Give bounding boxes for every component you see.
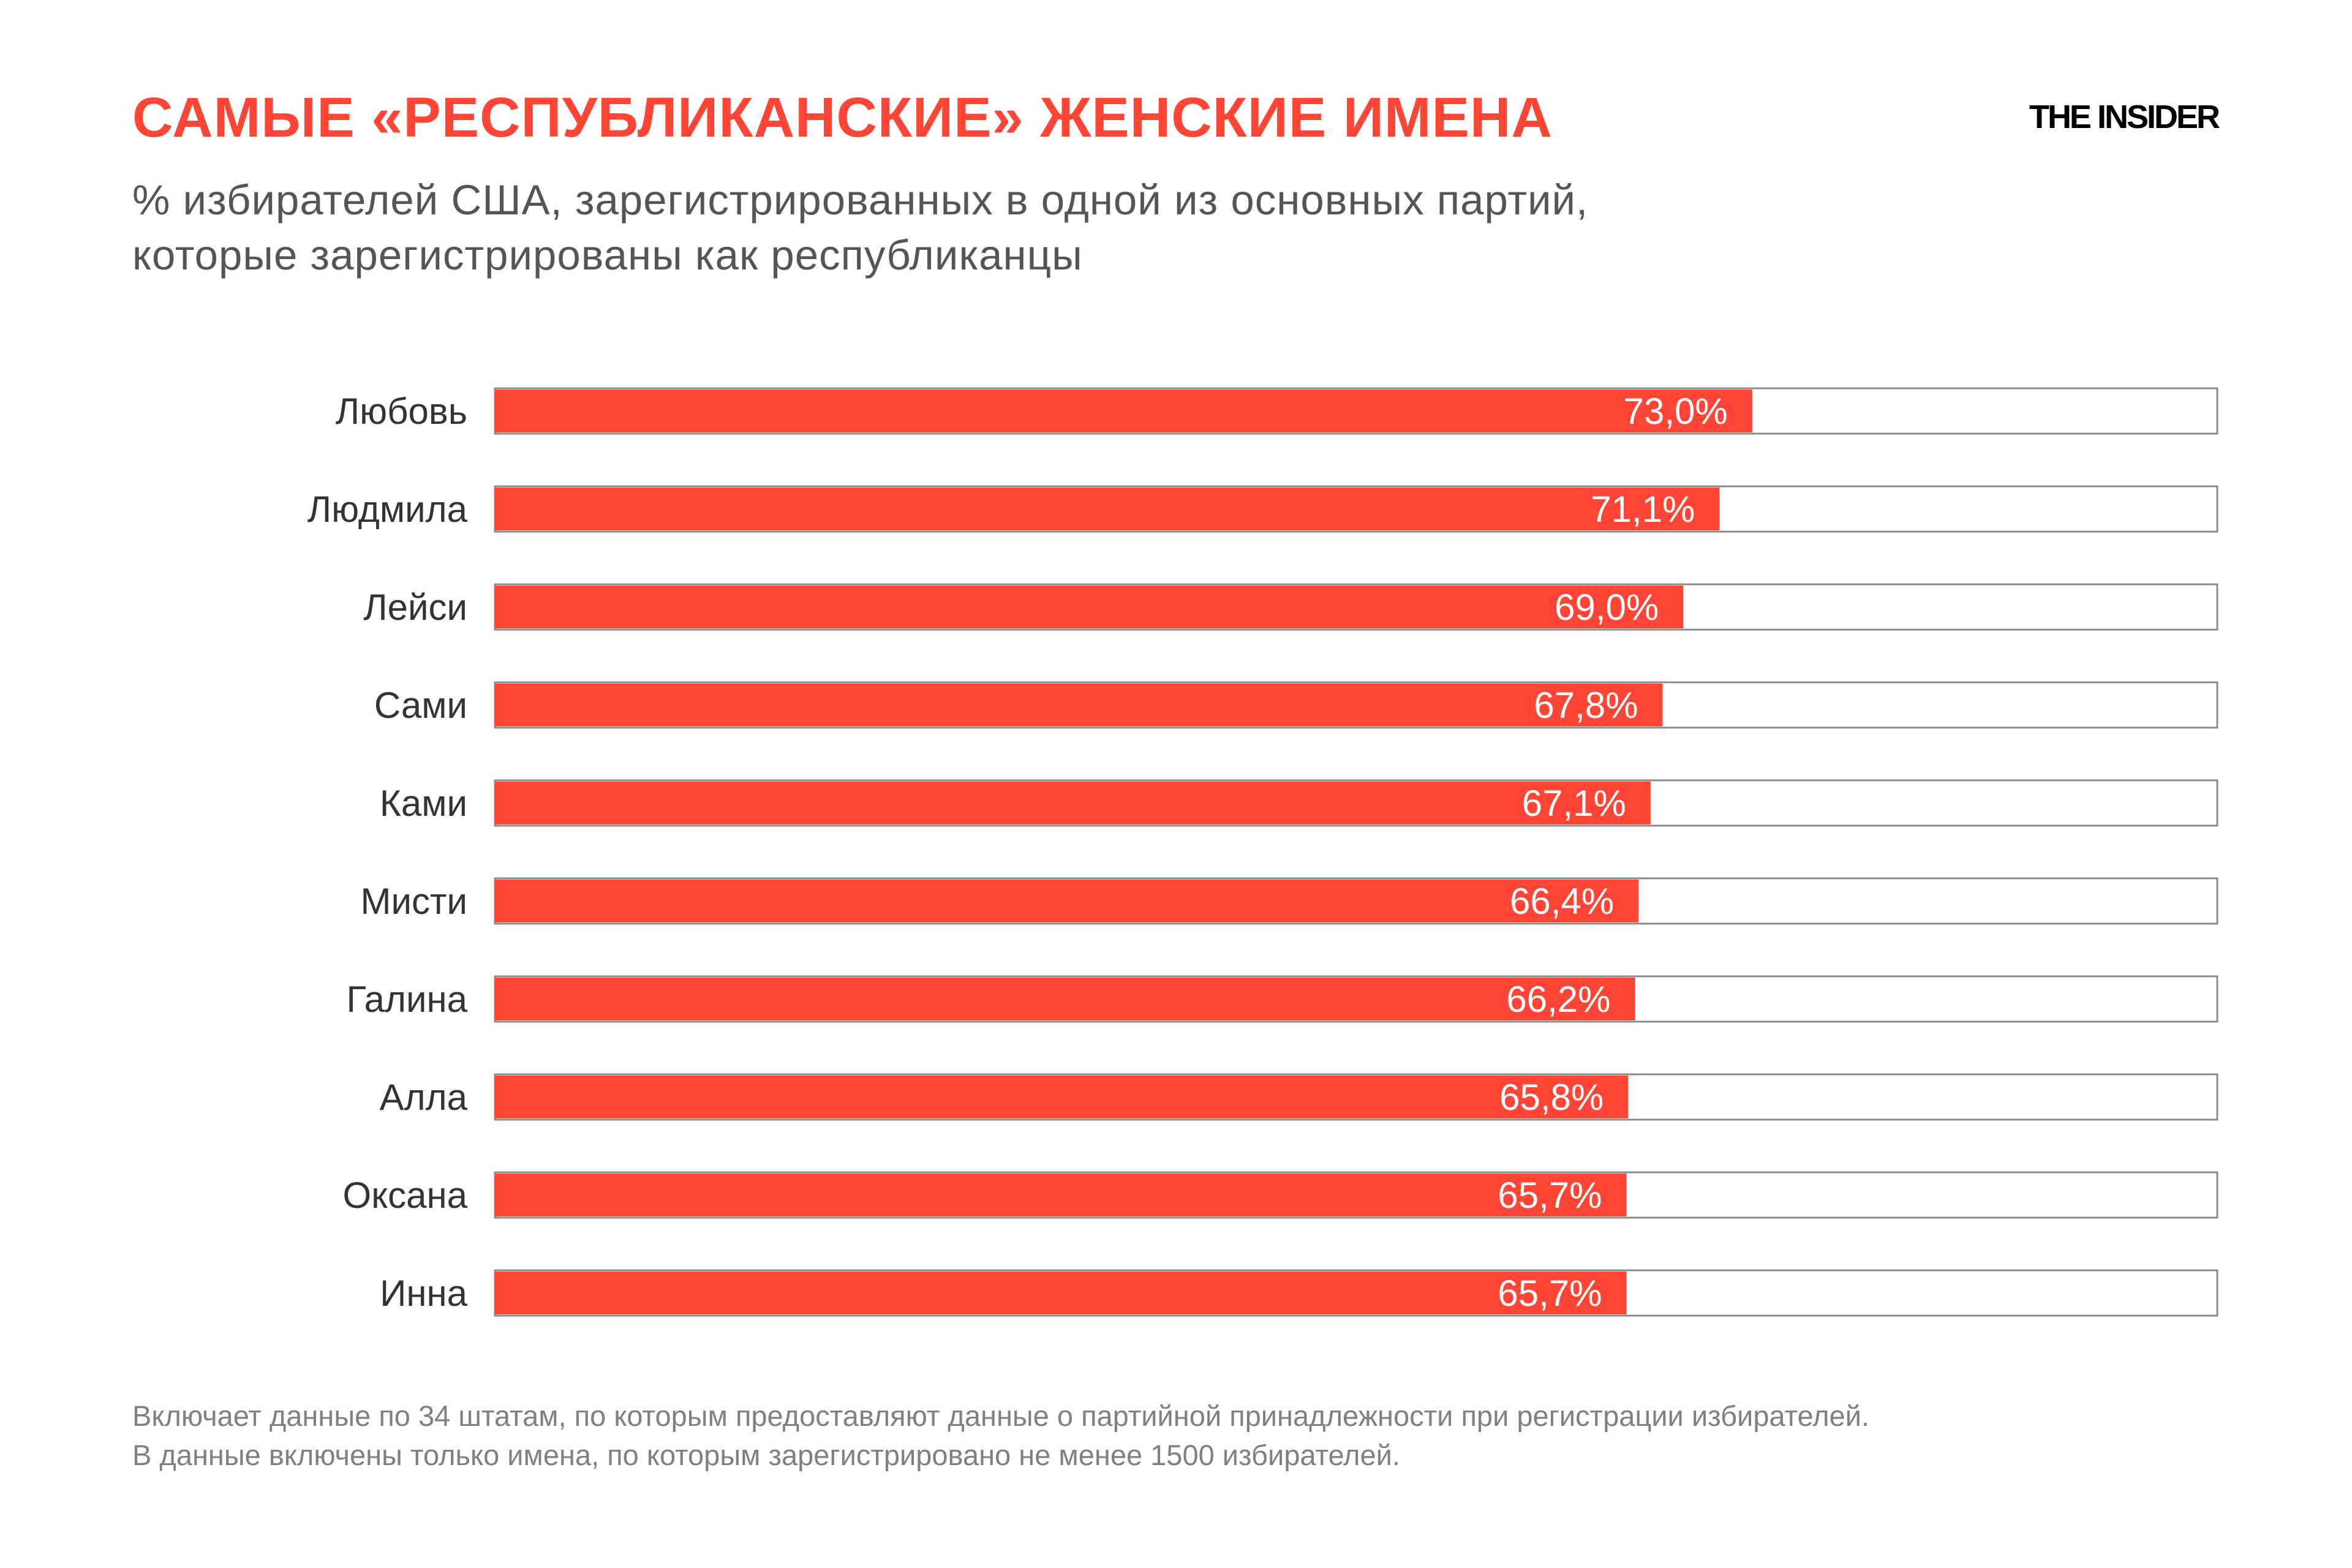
bar xyxy=(495,586,1684,628)
bar xyxy=(495,488,1720,530)
value-label: 66,4% xyxy=(1510,881,1614,922)
bar xyxy=(495,880,1639,922)
footnote: Включает данные по 34 штатам, по которым… xyxy=(132,1396,1869,1475)
bar xyxy=(495,1272,1627,1314)
category-label: Мисти xyxy=(361,881,468,922)
category-label: Ками xyxy=(380,783,467,824)
bar xyxy=(495,1076,1629,1118)
category-label: Любовь xyxy=(336,391,467,432)
value-label: 66,2% xyxy=(1506,979,1610,1020)
subtitle-line: % избирателей США, зарегистрированных в … xyxy=(132,176,1589,224)
chart-title: САМЫЕ «РЕСПУБЛИКАНСКИЕ» ЖЕНСКИЕ ИМЕНА xyxy=(132,86,1553,149)
value-label: 67,8% xyxy=(1534,685,1638,726)
category-label: Лейси xyxy=(363,587,467,628)
value-label: 65,7% xyxy=(1498,1175,1602,1216)
value-label: 69,0% xyxy=(1555,587,1659,628)
bar xyxy=(495,782,1651,824)
bar xyxy=(495,390,1752,432)
footnote-line: Включает данные по 34 штатам, по которым… xyxy=(132,1400,1869,1432)
subtitle-line: которые зарегистрированы как республикан… xyxy=(132,232,1083,279)
the-insider-logo: THE INSIDER xyxy=(2029,99,2220,135)
value-label: 65,8% xyxy=(1499,1077,1604,1118)
bar xyxy=(495,684,1663,726)
value-label: 67,1% xyxy=(1522,783,1626,824)
category-label: Инна xyxy=(380,1273,467,1314)
category-label: Людмила xyxy=(307,489,468,530)
chart-subtitle: % избирателей США, зарегистрированных в … xyxy=(132,173,1588,283)
bar xyxy=(495,1174,1627,1216)
category-label: Оксана xyxy=(343,1175,468,1216)
bar xyxy=(495,978,1635,1020)
value-label: 73,0% xyxy=(1624,391,1728,432)
value-label: 71,1% xyxy=(1591,489,1695,530)
category-label: Галина xyxy=(346,979,467,1020)
value-label: 65,7% xyxy=(1498,1273,1602,1314)
footnote-line: В данные включены только имена, по котор… xyxy=(132,1439,1400,1471)
category-label: Сами xyxy=(374,685,467,726)
category-label: Алла xyxy=(380,1077,468,1118)
